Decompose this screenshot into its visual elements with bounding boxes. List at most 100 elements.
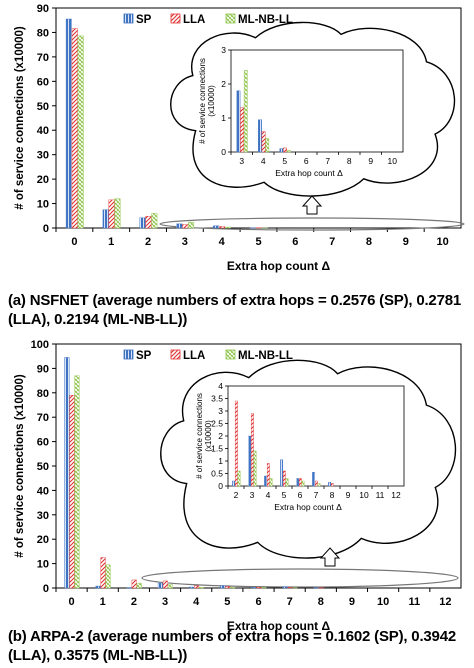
- arpa2-ytick-label: 30: [37, 510, 49, 522]
- arpa2-ytick-label: 80: [37, 388, 49, 400]
- arpa2-inset-ytick-label: 3: [218, 406, 223, 416]
- nsfnet-inset-y-axis-unit: (x10000): [207, 85, 216, 117]
- legend-label-ml-nb-ll: ML-NB-LL: [238, 14, 293, 26]
- arpa2-inset-bar-1-4: [298, 478, 302, 487]
- arpa2-bar-0-3: [157, 582, 163, 589]
- nsfnet-inset-ytick-label: 1: [221, 113, 226, 123]
- nsfnet-inset-bar-2-1: [265, 138, 270, 153]
- arpa2-bar-0-4: [189, 586, 195, 589]
- arpa2-bar-2-4: [198, 587, 205, 589]
- arpa2-zoom-arrow: [319, 547, 341, 567]
- nsfnet-inset-xtick-label: 5: [282, 156, 287, 166]
- nsfnet-bar-0-4: [213, 225, 220, 229]
- arpa2-ytick-label: 40: [37, 485, 49, 497]
- arpa2-inset-ytick-label: 2: [218, 431, 223, 441]
- nsfnet-inset-bar-1-1: [261, 131, 266, 153]
- nsfnet-bar-2-4: [224, 226, 231, 229]
- arpa2-ytick-label: 60: [37, 437, 49, 449]
- arpa2-inset-y-axis-unit: (x10000): [204, 420, 213, 452]
- arpa2-ytick-label: 0: [43, 583, 49, 595]
- arpa2-bar-2-5: [230, 587, 236, 589]
- nsfnet-inset-bar-0-2: [279, 148, 284, 153]
- arpa2-bar-1-2: [131, 579, 137, 589]
- nsfnet-xtick-label: 1: [108, 236, 114, 248]
- arpa2-bar-2-0: [74, 375, 80, 589]
- nsfnet-inset-bar-1-0: [240, 107, 244, 153]
- arpa2-inset-bar-2-4: [301, 480, 305, 487]
- arpa2-inset-bar-1-0: [234, 400, 238, 487]
- caption-a-line1: (a) NSFNET (average numbers of extra hop…: [8, 292, 461, 309]
- nsfnet-xtick-label: 4: [219, 236, 226, 248]
- nsfnet-ytick-label: 50: [37, 101, 49, 113]
- arpa2-ytick-label: 10: [37, 559, 49, 571]
- nsfnet-inset-bar-2-0: [243, 70, 248, 153]
- arpa2-bar-2-1: [105, 564, 111, 589]
- nsfnet-inset-ytick-label: 3: [221, 45, 226, 55]
- arpa2-inset-bar-0-4: [296, 478, 300, 487]
- nsfnet-y-axis-title: # of service connections (x10000): [14, 26, 26, 210]
- arpa2-inset-ytick-label: 1: [218, 456, 223, 466]
- arpa2-bar-1-0: [69, 395, 75, 589]
- arpa2-inset-bar-0-1: [248, 435, 252, 487]
- arpa2-inset-bar-2-2: [269, 478, 273, 487]
- arpa2-inset-bar-0-6: [328, 482, 332, 487]
- nsfnet-bar-0-3: [176, 223, 183, 229]
- nsfnet-bar-2-0: [77, 35, 84, 229]
- nsfnet-x-axis-title: Extra hop count Δ: [227, 259, 331, 273]
- nsfnet-inset-xtick-label: 10: [388, 156, 398, 166]
- arpa2-xtick-label: 9: [349, 596, 355, 608]
- nsfnet-ytick-label: 0: [43, 223, 49, 235]
- nsfnet-bar-1-4: [219, 226, 226, 229]
- arpa2-inset-ytick-label: 1.5: [211, 444, 223, 454]
- arpa2-bar-1-5: [225, 586, 231, 589]
- arpa2-xtick-label: 3: [162, 596, 168, 608]
- legend-label-sp: SP: [136, 14, 152, 26]
- caption-b: (b) ARPA-2 (average numbers of extra hop…: [8, 627, 468, 665]
- nsfnet-inset-bar-0-0: [236, 90, 241, 153]
- arpa2-xtick-label: 7: [287, 596, 293, 608]
- arpa2-inset-xtick-label: 6: [298, 490, 303, 500]
- arpa2-xtick-label: 2: [131, 596, 137, 608]
- arpa2-ytick-label: 100: [31, 339, 49, 351]
- arpa2-inset-frame: [227, 385, 405, 487]
- arpa2-inset-xtick-label: 4: [266, 490, 271, 500]
- arpa2-bar-0-5: [220, 585, 226, 589]
- arpa2-inset-ytick-label: 0: [218, 481, 223, 491]
- nsfnet-inset-bar-1-2: [283, 147, 287, 153]
- arpa2-inset-bar-1-3: [282, 470, 286, 487]
- nsfnet-xtick-label: 10: [436, 236, 448, 248]
- nsfnet-inset-bar-0-1: [258, 119, 262, 153]
- nsfnet-inset-ytick-label: 0: [221, 147, 226, 157]
- nsfnet-bar-0-0: [65, 18, 72, 229]
- nsfnet-inset-frame: [230, 49, 404, 153]
- nsfnet-ytick-label: 40: [37, 125, 49, 137]
- nsfnet-xtick-label: 2: [145, 236, 151, 248]
- arpa2-inset-ytick-label: 4: [218, 381, 223, 391]
- nsfnet-bar-2-2: [151, 213, 158, 229]
- nsfnet-bar-2-1: [114, 198, 121, 229]
- arpa2-inset-ytick-label: 0.5: [211, 469, 223, 479]
- arpa2-inset-bar-2-3: [285, 478, 289, 487]
- caption-a-line2: (LLA), 0.2194 (ML-NB-LL)): [8, 311, 188, 328]
- caption-b-line2: (LLA), 0.3575 (ML-NB-LL)): [8, 647, 188, 664]
- arpa2-inset-bar-2-1: [253, 450, 257, 487]
- arpa2-inset-xtick-label: 11: [376, 490, 385, 500]
- nsfnet-inset-y-axis-title: # of service connections: [198, 58, 207, 144]
- arpa2-inset-xtick-label: 10: [359, 490, 369, 500]
- arpa2-xtick-label: 0: [69, 596, 75, 608]
- nsfnet-xtick-label: 7: [329, 236, 335, 248]
- arpa2-bar-2-2: [136, 582, 142, 589]
- nsfnet-bar-1-0: [71, 28, 78, 229]
- arpa2-bar-1-4: [193, 585, 200, 589]
- arpa2-ytick-label: 50: [37, 461, 49, 473]
- legend-label-sp: SP: [136, 350, 152, 362]
- arpa2-inset-x-axis-title: Extra hop count Δ: [274, 502, 342, 512]
- arpa2-inset-bar-0-5: [312, 472, 316, 487]
- legend-swatch-lla: [170, 13, 181, 24]
- nsfnet-xtick-label: 9: [403, 236, 409, 248]
- nsfnet-inset-xtick-label: 9: [368, 156, 373, 166]
- nsfnet-ytick-label: 70: [37, 52, 49, 64]
